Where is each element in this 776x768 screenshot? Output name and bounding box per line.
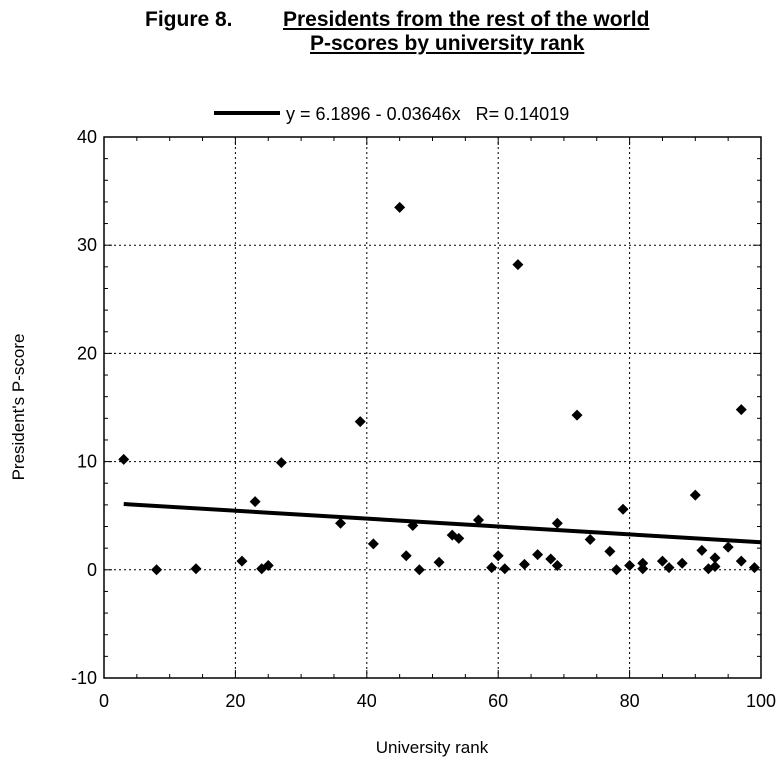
data-point-10	[367, 538, 379, 550]
y-axis-title: President's P-score	[9, 334, 28, 481]
data-point-12	[400, 550, 412, 562]
chart-title: Presidents from the rest of the world	[283, 8, 650, 31]
data-point-24	[532, 549, 544, 561]
data-point-20	[492, 550, 504, 562]
data-point-15	[433, 556, 445, 568]
data-point-46	[735, 555, 747, 567]
data-point-37	[663, 562, 675, 574]
data-point-40	[696, 544, 708, 556]
grid	[104, 137, 761, 678]
data-point-19	[486, 562, 498, 574]
data-point-13	[407, 519, 419, 531]
data-point-2	[190, 563, 202, 575]
data-point-30	[604, 545, 616, 557]
plot-frame	[103, 136, 762, 679]
data-point-43	[709, 561, 721, 573]
data-point-31	[610, 564, 622, 576]
data-point-0	[118, 453, 130, 465]
data-point-22	[512, 259, 524, 271]
y-tick-label-0: -10	[71, 668, 97, 688]
y-tick-labels: -10 0 10 20 30 40	[71, 127, 97, 688]
data-point-6	[262, 559, 274, 571]
data-point-45	[735, 404, 747, 416]
x-tick-label-2: 40	[357, 691, 377, 711]
data-point-9	[354, 416, 366, 428]
data-point-38	[676, 557, 688, 569]
data-point-28	[571, 409, 583, 421]
data-point-3	[236, 555, 248, 567]
fit-line	[123, 502, 762, 545]
y-tick-label-3: 20	[77, 343, 97, 363]
data-point-36	[656, 555, 668, 567]
data-point-42	[709, 552, 721, 564]
x-tick-labels: 0 20 40 60 80 100	[99, 691, 776, 711]
data-point-23	[518, 558, 530, 570]
figure-number: Figure 8.	[145, 8, 233, 31]
data-point-29	[584, 534, 596, 546]
legend-text: y = 6.1896 - 0.03646x R= 0.14019	[286, 104, 569, 124]
data-point-21	[499, 563, 511, 575]
x-tick-label-5: 100	[746, 691, 776, 711]
legend: y = 6.1896 - 0.03646x R= 0.14019	[214, 104, 569, 124]
data-point-18	[472, 514, 484, 526]
plot-area	[103, 136, 762, 679]
x-axis-title: University rank	[376, 738, 489, 757]
data-points	[118, 201, 760, 576]
data-point-35	[637, 557, 649, 569]
data-point-26	[551, 559, 563, 571]
ticks	[103, 136, 762, 679]
data-point-32	[617, 503, 629, 515]
data-point-47	[748, 562, 760, 574]
chart-subtitle: P-scores by university rank	[310, 32, 585, 55]
data-point-39	[689, 489, 701, 501]
data-point-25	[545, 553, 557, 565]
data-point-44	[722, 541, 734, 553]
x-tick-label-0: 0	[99, 691, 109, 711]
y-tick-label-5: 40	[77, 127, 97, 147]
y-tick-label-4: 30	[77, 235, 97, 255]
data-point-17	[453, 532, 465, 544]
data-point-33	[624, 559, 636, 571]
x-tick-label-3: 60	[488, 691, 508, 711]
data-point-14	[413, 564, 425, 576]
data-point-4	[249, 496, 261, 508]
y-tick-label-1: 0	[87, 560, 97, 580]
x-tick-label-4: 80	[620, 691, 640, 711]
x-tick-label-1: 20	[225, 691, 245, 711]
data-point-7	[275, 457, 287, 469]
data-point-1	[151, 564, 163, 576]
data-point-8	[335, 517, 347, 529]
y-tick-label-2: 10	[77, 452, 97, 472]
fit-line-group	[123, 502, 762, 545]
data-point-11	[394, 201, 406, 213]
data-point-27	[551, 517, 563, 529]
